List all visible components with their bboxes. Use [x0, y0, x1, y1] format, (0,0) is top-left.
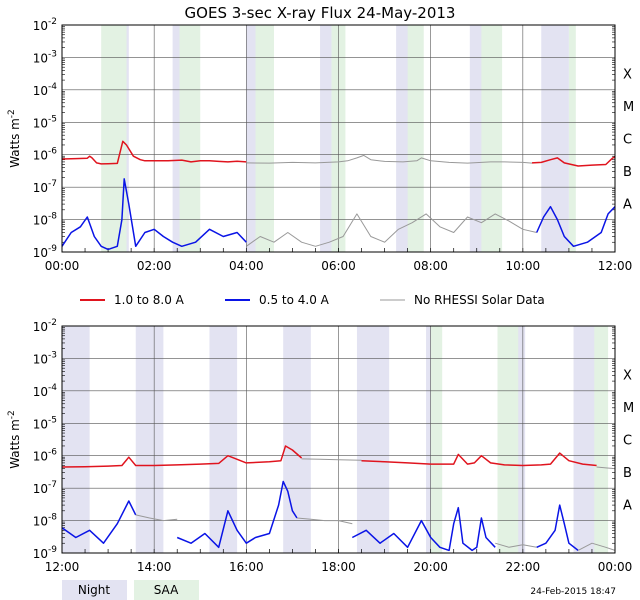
series-line-1-0-to-8-0-a [61, 445, 303, 468]
y-tick-label: 10-9 [33, 244, 58, 260]
night-band [209, 326, 238, 553]
y-tick-label: 10-2 [33, 17, 57, 33]
y-axis-title: Watts m-2 [7, 410, 22, 469]
saa-band [407, 25, 424, 252]
legend-band-swatch [134, 580, 199, 600]
legend-band-label: Night [78, 583, 111, 597]
flare-class-label: X [623, 68, 632, 83]
plot-frame [61, 24, 616, 253]
x-tick-label: 08:00 [413, 259, 448, 273]
series-line-0-5-to-4-0-a [536, 205, 616, 248]
saa-band [481, 25, 503, 252]
x-tick-label: 12:00 [45, 560, 80, 574]
y-tick-label: 10-6 [33, 147, 58, 163]
plot-frame [61, 325, 616, 554]
saa-band [594, 326, 609, 553]
night-band [320, 25, 332, 252]
flare-class-label: C [623, 434, 632, 449]
y-axis-title: Watts m-2 [7, 109, 22, 168]
x-tick-label: 00:00 [45, 259, 80, 273]
series-line-0-5-to-4-0-a [61, 178, 247, 251]
series-line-no-rhessi-solar-data [246, 213, 537, 247]
flare-class-label: B [623, 466, 632, 481]
night-band [135, 326, 164, 553]
y-tick-label: 10-4 [33, 82, 58, 98]
x-tick-label: 02:00 [137, 259, 172, 273]
flare-class-label: M [623, 100, 634, 115]
night-band [573, 326, 597, 553]
y-tick-label: 10-9 [33, 545, 58, 561]
series-line-no-rhessi-solar-data [296, 517, 353, 525]
night-saa-legend: Night SAA [62, 580, 199, 600]
night-band [246, 25, 258, 252]
saa-band [179, 25, 201, 252]
night-band [62, 326, 90, 553]
flare-class-label: B [623, 165, 632, 180]
y-tick-label: 10-5 [33, 114, 57, 130]
saa-band [568, 25, 576, 252]
series-line-no-rhessi-solar-data [596, 466, 616, 470]
night-band [283, 326, 311, 553]
footer-date: 24-Feb-2015 18:47 [530, 587, 616, 597]
flare-class-label: M [623, 401, 634, 416]
flare-class-label: C [623, 133, 632, 148]
y-tick-label: 10-2 [33, 318, 57, 334]
legend-band-label: SAA [154, 583, 179, 597]
x-tick-label: 00:00 [598, 560, 633, 574]
flare-class-label: A [623, 498, 632, 513]
night-band [172, 25, 185, 252]
x-tick-label: 06:00 [321, 259, 356, 273]
series-line-no-rhessi-solar-data [301, 458, 362, 461]
legend-label: 1.0 to 8.0 A [114, 293, 185, 307]
series-legend: 1.0 to 8.0 A 0.5 to 4.0 A No RHESSI Solar … [80, 293, 545, 307]
series-line-0-5-to-4-0-a [61, 500, 137, 544]
x-tick-label: 20:00 [413, 560, 448, 574]
x-tick-label: 16:00 [229, 560, 264, 574]
night-band [541, 25, 569, 252]
y-tick-label: 10-8 [33, 513, 58, 529]
legend-band-swatch [62, 580, 127, 600]
series-line-0-5-to-4-0-a [351, 506, 496, 552]
y-tick-label: 10-7 [33, 480, 57, 496]
chart-title: GOES 3-sec X-ray Flux 24-May-2013 [185, 4, 456, 22]
y-tick-label: 10-6 [33, 448, 58, 464]
saa-band [430, 326, 443, 553]
series-line-1-0-to-8-0-a [531, 156, 616, 167]
saa-band [255, 25, 274, 252]
y-tick-label: 10-8 [33, 212, 58, 228]
y-tick-label: 10-3 [33, 350, 57, 366]
y-tick-label: 10-5 [33, 415, 57, 431]
chart-panel-2: 10-9 10-8 10-7 10-6 10-5 10-4 10-3 10-2 12:00 14:… [7, 318, 634, 574]
x-tick-label: 12:00 [598, 259, 633, 273]
series-line-0-5-to-4-0-a [176, 480, 298, 549]
series-line-0-5-to-4-0-a [536, 504, 579, 551]
night-band [356, 326, 390, 553]
legend-label: No RHESSI Solar Data [414, 293, 545, 307]
chart-panel-1: 10-9 10-8 10-7 10-6 10-5 10-4 10-3 10-2 00:00 02:… [7, 17, 634, 273]
series-line-1-0-to-8-0-a [61, 140, 247, 165]
x-tick-label: 18:00 [321, 560, 356, 574]
series-line-no-rhessi-solar-data [246, 154, 533, 164]
saa-band [497, 326, 519, 553]
series-line-1-0-to-8-0-a [361, 452, 597, 467]
y-tick-label: 10-7 [33, 179, 57, 195]
chart-panels: 10-9 10-8 10-7 10-6 10-5 10-4 10-3 10-2 00:00 02:… [7, 17, 634, 574]
x-tick-label: 22:00 [506, 560, 541, 574]
x-tick-label: 14:00 [137, 560, 172, 574]
series-line-no-rhessi-solar-data [495, 542, 537, 548]
y-tick-label: 10-3 [33, 49, 57, 65]
series-line-no-rhessi-solar-data [135, 514, 178, 522]
legend-label: 0.5 to 4.0 A [259, 293, 330, 307]
flare-class-label: A [623, 197, 632, 212]
y-tick-label: 10-4 [33, 383, 58, 399]
x-tick-label: 04:00 [229, 259, 264, 273]
x-tick-label: 10:00 [506, 259, 541, 273]
series-line-no-rhessi-solar-data [577, 542, 616, 551]
flare-class-label: X [623, 369, 632, 384]
